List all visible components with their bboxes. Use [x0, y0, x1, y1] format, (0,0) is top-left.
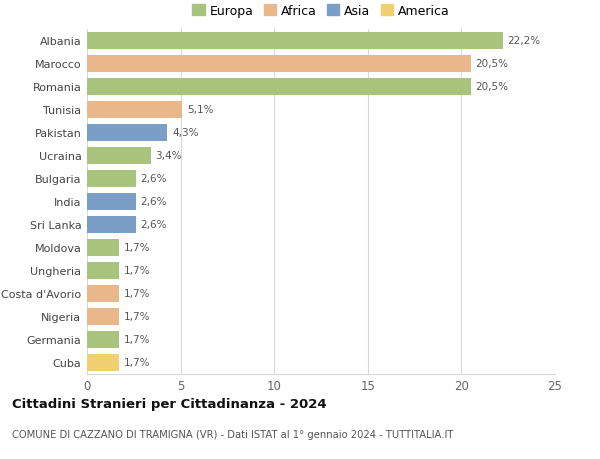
Bar — [87, 101, 182, 119]
Legend: Europa, Africa, Asia, America: Europa, Africa, Asia, America — [190, 2, 452, 20]
Text: 3,4%: 3,4% — [155, 151, 182, 161]
Text: 5,1%: 5,1% — [187, 105, 214, 115]
Bar — [87, 147, 151, 165]
Bar — [87, 262, 119, 280]
Bar — [87, 193, 136, 211]
Bar — [87, 124, 167, 142]
Bar — [87, 354, 119, 371]
Text: 2,6%: 2,6% — [140, 197, 167, 207]
Text: 1,7%: 1,7% — [124, 243, 150, 253]
Bar — [87, 308, 119, 325]
Text: COMUNE DI CAZZANO DI TRAMIGNA (VR) - Dati ISTAT al 1° gennaio 2024 - TUTTITALIA.: COMUNE DI CAZZANO DI TRAMIGNA (VR) - Dat… — [12, 429, 454, 439]
Text: 4,3%: 4,3% — [172, 128, 199, 138]
Text: 1,7%: 1,7% — [124, 289, 150, 299]
Bar — [87, 170, 136, 188]
Text: 22,2%: 22,2% — [507, 36, 541, 46]
Bar — [87, 56, 471, 73]
Text: Cittadini Stranieri per Cittadinanza - 2024: Cittadini Stranieri per Cittadinanza - 2… — [12, 397, 326, 410]
Bar — [87, 285, 119, 302]
Bar — [87, 331, 119, 348]
Text: 1,7%: 1,7% — [124, 358, 150, 368]
Text: 20,5%: 20,5% — [475, 59, 508, 69]
Text: 1,7%: 1,7% — [124, 312, 150, 322]
Text: 2,6%: 2,6% — [140, 174, 167, 184]
Text: 1,7%: 1,7% — [124, 335, 150, 345]
Text: 1,7%: 1,7% — [124, 266, 150, 276]
Text: 2,6%: 2,6% — [140, 220, 167, 230]
Text: 20,5%: 20,5% — [475, 82, 508, 92]
Bar — [87, 78, 471, 96]
Bar — [87, 33, 503, 50]
Bar — [87, 239, 119, 257]
Bar — [87, 216, 136, 234]
